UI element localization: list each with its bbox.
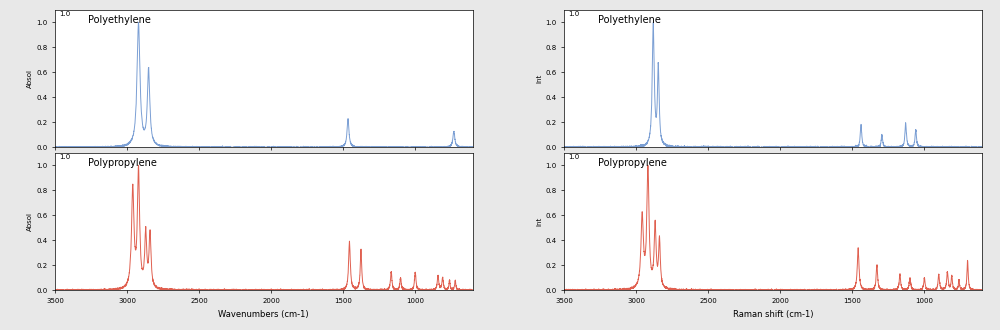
Text: 1.0: 1.0 xyxy=(569,153,580,160)
Y-axis label: Int: Int xyxy=(537,74,543,83)
Text: 1.0: 1.0 xyxy=(59,153,70,160)
Y-axis label: Absol: Absol xyxy=(27,212,33,231)
Text: Polypropylene: Polypropylene xyxy=(598,158,667,168)
X-axis label: Raman shift (cm-1): Raman shift (cm-1) xyxy=(733,310,813,318)
Y-axis label: Int: Int xyxy=(537,217,543,226)
Text: Polyethylene: Polyethylene xyxy=(88,16,151,25)
X-axis label: Wavenumbers (cm-1): Wavenumbers (cm-1) xyxy=(218,310,309,318)
Y-axis label: Absol: Absol xyxy=(27,69,33,88)
Text: Polypropylene: Polypropylene xyxy=(88,158,157,168)
Text: 1.0: 1.0 xyxy=(569,11,580,16)
Text: 1.0: 1.0 xyxy=(59,11,70,16)
Text: Polyethylene: Polyethylene xyxy=(598,16,661,25)
